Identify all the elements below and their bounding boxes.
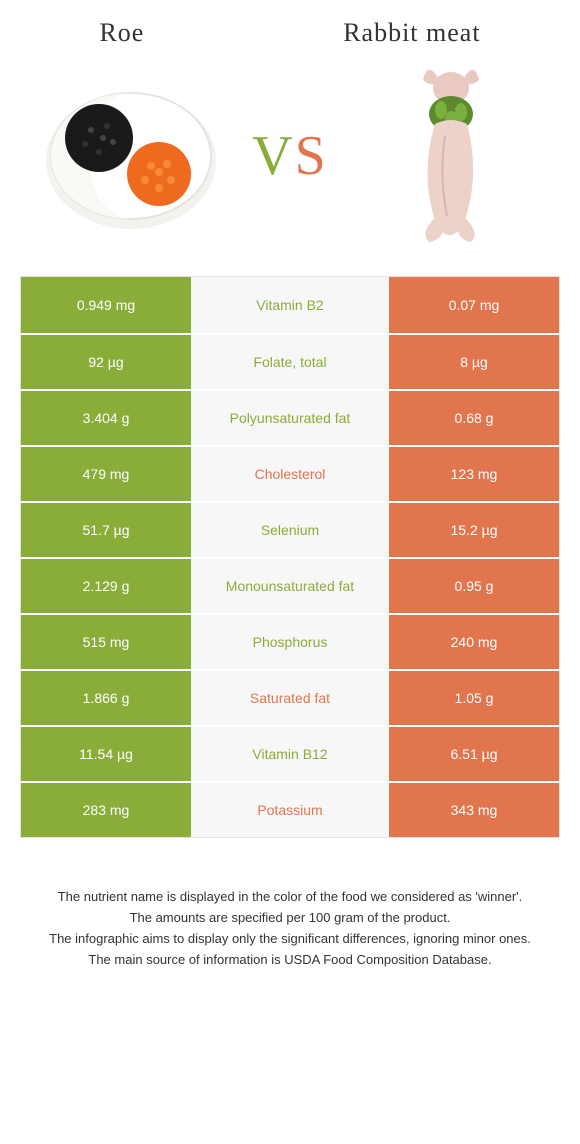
right-value: 1.05 g bbox=[389, 671, 559, 725]
right-value: 0.95 g bbox=[389, 559, 559, 613]
comparison-table: 0.949 mgVitamin B20.07 mg92 µgFolate, to… bbox=[20, 276, 560, 838]
left-value: 2.129 g bbox=[21, 559, 191, 613]
left-value: 283 mg bbox=[21, 783, 191, 837]
right-value: 123 mg bbox=[389, 447, 559, 501]
nutrient-name: Phosphorus bbox=[191, 615, 389, 669]
rabbit-meat-icon bbox=[389, 66, 509, 246]
right-value: 343 mg bbox=[389, 783, 559, 837]
table-row: 92 µgFolate, total8 µg bbox=[21, 333, 559, 389]
rabbit-image bbox=[349, 66, 549, 246]
images-row: VS bbox=[0, 56, 580, 276]
left-value: 92 µg bbox=[21, 335, 191, 389]
left-food-title: Roe bbox=[99, 18, 144, 48]
left-value: 11.54 µg bbox=[21, 727, 191, 781]
footer-notes: The nutrient name is displayed in the co… bbox=[30, 888, 550, 969]
footer-line: The amounts are specified per 100 gram o… bbox=[30, 909, 550, 928]
table-row: 479 mgCholesterol123 mg bbox=[21, 445, 559, 501]
table-row: 515 mgPhosphorus240 mg bbox=[21, 613, 559, 669]
header: Roe Rabbit meat bbox=[0, 0, 580, 56]
left-value: 3.404 g bbox=[21, 391, 191, 445]
footer-line: The infographic aims to display only the… bbox=[30, 930, 550, 949]
nutrient-name: Polyunsaturated fat bbox=[191, 391, 389, 445]
right-value: 8 µg bbox=[389, 335, 559, 389]
left-value: 479 mg bbox=[21, 447, 191, 501]
table-row: 1.866 gSaturated fat1.05 g bbox=[21, 669, 559, 725]
nutrient-name: Monounsaturated fat bbox=[191, 559, 389, 613]
nutrient-name: Saturated fat bbox=[191, 671, 389, 725]
right-value: 6.51 µg bbox=[389, 727, 559, 781]
footer-line: The nutrient name is displayed in the co… bbox=[30, 888, 550, 907]
table-row: 2.129 gMonounsaturated fat0.95 g bbox=[21, 557, 559, 613]
right-food-title: Rabbit meat bbox=[343, 18, 480, 48]
left-value: 515 mg bbox=[21, 615, 191, 669]
table-row: 0.949 mgVitamin B20.07 mg bbox=[21, 277, 559, 333]
nutrient-name: Folate, total bbox=[191, 335, 389, 389]
vs-s: S bbox=[295, 125, 328, 187]
nutrient-name: Vitamin B2 bbox=[191, 277, 389, 333]
footer-line: The main source of information is USDA F… bbox=[30, 951, 550, 970]
nutrient-name: Vitamin B12 bbox=[191, 727, 389, 781]
left-value: 0.949 mg bbox=[21, 277, 191, 333]
roe-icon bbox=[41, 76, 221, 236]
table-row: 11.54 µgVitamin B126.51 µg bbox=[21, 725, 559, 781]
vs-label: VS bbox=[252, 124, 328, 188]
nutrient-name: Potassium bbox=[191, 783, 389, 837]
table-row: 283 mgPotassium343 mg bbox=[21, 781, 559, 837]
roe-image bbox=[31, 66, 231, 246]
nutrient-name: Selenium bbox=[191, 503, 389, 557]
right-value: 240 mg bbox=[389, 615, 559, 669]
nutrient-name: Cholesterol bbox=[191, 447, 389, 501]
left-value: 51.7 µg bbox=[21, 503, 191, 557]
left-value: 1.866 g bbox=[21, 671, 191, 725]
right-value: 0.07 mg bbox=[389, 277, 559, 333]
vs-v: V bbox=[252, 125, 294, 187]
right-value: 15.2 µg bbox=[389, 503, 559, 557]
table-row: 51.7 µgSelenium15.2 µg bbox=[21, 501, 559, 557]
table-row: 3.404 gPolyunsaturated fat0.68 g bbox=[21, 389, 559, 445]
right-value: 0.68 g bbox=[389, 391, 559, 445]
